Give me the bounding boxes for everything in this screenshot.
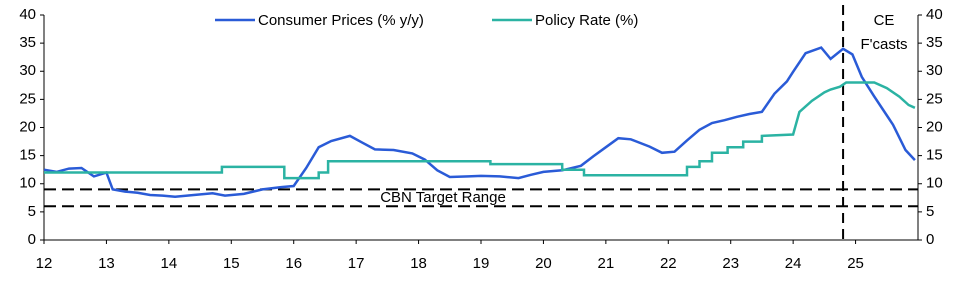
annotation: CE [874, 12, 895, 29]
annotation: F'casts [860, 36, 907, 53]
x-tick-label: 12 [36, 255, 53, 272]
series-line [43, 46, 916, 198]
y-tick-label: 35 [19, 34, 36, 51]
y2-tick-label: 25 [926, 90, 943, 107]
legend-label: Policy Rate (%) [535, 12, 638, 29]
legend-label: Consumer Prices (% y/y) [258, 12, 424, 29]
y-tick-label: 20 [19, 118, 36, 135]
x-tick-label: 24 [785, 255, 802, 272]
y2-tick-label: 35 [926, 34, 943, 51]
x-tick-label: 23 [722, 255, 739, 272]
x-tick-label: 19 [473, 255, 490, 272]
y2-tick-label: 20 [926, 118, 943, 135]
y-tick-label: 30 [19, 62, 36, 79]
x-tick-label: 18 [410, 255, 427, 272]
y-tick-label: 15 [19, 147, 36, 164]
x-tick-label: 17 [348, 255, 365, 272]
y-tick-label: 10 [19, 175, 36, 192]
annotation: CBN Target Range [380, 189, 506, 206]
y-tick-label: 0 [28, 231, 36, 248]
x-tick-label: 15 [223, 255, 240, 272]
x-tick-label: 14 [161, 255, 178, 272]
x-tick-label: 22 [660, 255, 677, 272]
y2-tick-label: 0 [926, 231, 934, 248]
series-line [44, 81, 916, 180]
x-tick-label: 20 [535, 255, 552, 272]
x-tick-label: 13 [98, 255, 115, 272]
x-tick-label: 25 [847, 255, 864, 272]
y2-tick-label: 5 [926, 203, 934, 220]
y2-tick-label: 15 [926, 147, 943, 164]
y2-tick-label: 10 [926, 175, 943, 192]
y2-tick-label: 40 [926, 6, 943, 23]
y-tick-label: 25 [19, 90, 36, 107]
y-tick-label: 40 [19, 6, 36, 23]
y2-tick-label: 30 [926, 62, 943, 79]
x-tick-label: 21 [598, 255, 615, 272]
y-tick-label: 5 [28, 203, 36, 220]
x-tick-label: 16 [285, 255, 302, 272]
